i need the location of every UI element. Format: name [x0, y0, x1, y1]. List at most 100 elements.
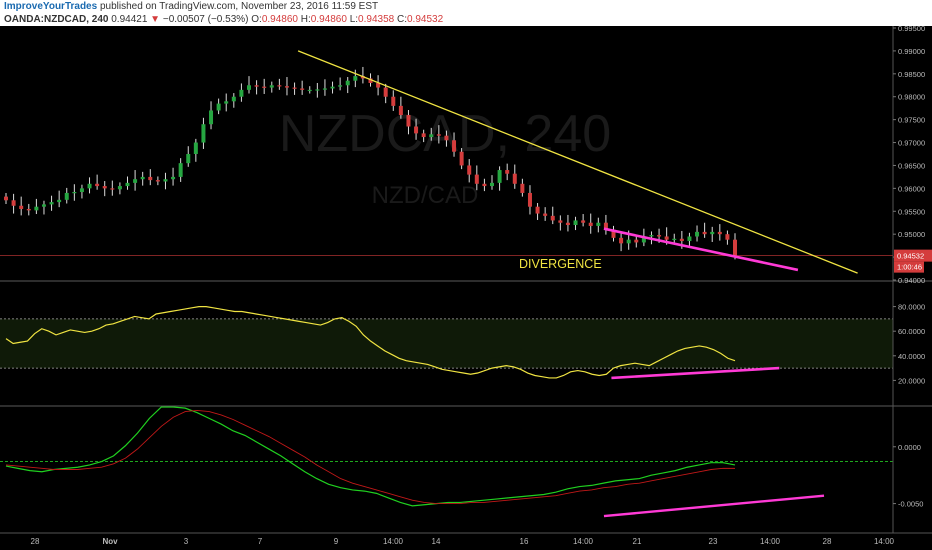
candle-body [391, 96, 396, 106]
candle-body [193, 142, 198, 154]
time-tick-label: 23 [709, 537, 718, 546]
symbol-label[interactable]: OANDA:NZDCAD, 240 [4, 14, 109, 25]
candle-body [231, 96, 236, 102]
candle-body [239, 89, 244, 97]
divergence-annotation: DIVERGENCE [519, 257, 602, 271]
time-tick-label: 9 [334, 537, 339, 546]
macd-pane[interactable] [0, 406, 893, 507]
axes: 0.99500 0.99000 0.98500 0.98000 0.97500 0.970… [0, 26, 932, 546]
candle-body [634, 239, 639, 243]
candle-body [284, 86, 289, 88]
candle-body [467, 165, 472, 175]
macd-tick-label: -0.0050 [898, 500, 923, 509]
candle-body [672, 238, 677, 240]
candle-body [110, 188, 115, 190]
candle-body [543, 213, 548, 216]
candle-body [125, 182, 130, 187]
candle-body [26, 208, 31, 211]
down-arrow-icon: ▼ [150, 14, 161, 25]
price-pane[interactable] [0, 66, 893, 260]
candle-body [565, 222, 570, 226]
candle-body [269, 85, 274, 88]
watermark-title: NZDCAD, 240 [279, 105, 611, 163]
close-label: C: [396, 14, 407, 25]
macd-tick-label: 0.0000 [898, 443, 921, 452]
candle-body [641, 236, 646, 243]
candle-body [611, 229, 616, 238]
candle-body [41, 204, 46, 207]
candle-body [505, 170, 510, 174]
candle-body [733, 239, 737, 256]
candle-body [444, 135, 449, 141]
candle-body [482, 183, 487, 187]
candle-body [588, 222, 593, 226]
rsi-band [0, 318, 893, 369]
candle-body [702, 231, 707, 235]
candle-body [330, 86, 335, 89]
candle-body [376, 82, 381, 88]
price-tick-label: 0.98500 [898, 70, 925, 79]
candle-body [497, 170, 502, 183]
candle-body [436, 134, 441, 136]
time-tick-label: 21 [633, 537, 642, 546]
candle-body [254, 85, 259, 87]
time-tick-label: 16 [520, 537, 529, 546]
publish-line: ImproveYourTrades published on TradingVi… [4, 0, 378, 13]
candle-body [573, 220, 578, 226]
rsi-line [5, 306, 736, 379]
countdown-label: 1:00:46 [897, 263, 922, 272]
candle-body [398, 105, 403, 116]
candle-body [474, 174, 479, 184]
candle-body [512, 173, 517, 184]
candle-body [459, 151, 464, 166]
candle-body [216, 103, 221, 111]
published-text: published on TradingView.com, November 2… [99, 1, 379, 12]
candle-body [11, 200, 16, 206]
candle-body [224, 101, 229, 104]
candle-body [527, 192, 532, 207]
rsi-tick-label: 20.0000 [898, 376, 925, 385]
candle-body [619, 237, 624, 244]
candle-body [421, 133, 426, 138]
candle-body [171, 176, 176, 180]
candle-body [140, 176, 145, 180]
chart-canvas[interactable]: NZDCAD, 240 NZD/CAD 0.99500 0.99000 0.9850… [0, 26, 932, 550]
price-divergence-trendline [603, 227, 799, 272]
candle-body [277, 85, 282, 87]
candle-body [49, 202, 54, 205]
candle-body [322, 88, 327, 90]
candle-body [262, 86, 267, 88]
candle-body [664, 236, 669, 240]
low-value: 0.94358 [358, 14, 395, 25]
price-tick-label: 0.96000 [898, 184, 925, 193]
price-tick-label: 0.98000 [898, 93, 925, 102]
candle-body [490, 182, 494, 187]
candle-body [300, 88, 305, 90]
candle-body [657, 235, 662, 237]
price-label: 0.94532 [897, 252, 924, 261]
rsi-divergence-trendline [611, 366, 780, 380]
candle-body [406, 115, 411, 127]
candle-body [4, 196, 8, 201]
candle-body [596, 222, 601, 226]
candle-body [603, 222, 608, 230]
candle-body [102, 186, 107, 189]
candle-body [201, 124, 206, 143]
candle-body [649, 235, 654, 237]
high-label: H: [300, 14, 311, 25]
candle-body [550, 215, 555, 221]
candle-body [383, 87, 388, 97]
time-tick-label: Nov [102, 537, 118, 546]
time-tick-label: 14:00 [383, 537, 404, 546]
rsi-pane[interactable] [0, 306, 893, 379]
price-tick-label: 0.99500 [898, 26, 925, 33]
macd-line [5, 406, 736, 507]
countdown-box [894, 261, 924, 273]
author-link[interactable]: ImproveYourTrades [4, 1, 98, 12]
time-tick-label: 28 [31, 537, 40, 546]
candle-body [133, 179, 138, 183]
candle-body [178, 163, 183, 177]
last-price: 0.94421 [111, 14, 148, 25]
candle-body [695, 231, 700, 237]
candle-body [307, 89, 312, 92]
